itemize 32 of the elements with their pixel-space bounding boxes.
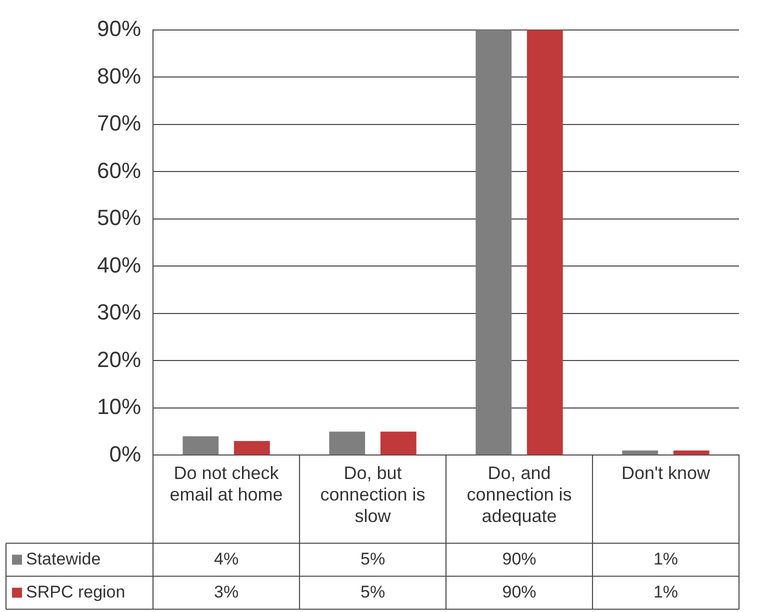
data-label: 1% — [653, 582, 678, 602]
data-label: 1% — [653, 549, 678, 568]
bar — [182, 436, 219, 455]
bar — [673, 450, 710, 455]
data-label: 5% — [360, 549, 386, 568]
y-tick-label: 50% — [96, 205, 142, 230]
bar — [234, 441, 270, 455]
y-tick-label: 40% — [96, 252, 142, 278]
bar — [526, 30, 563, 455]
y-tick-label: 70% — [96, 110, 142, 136]
bar — [622, 450, 658, 455]
x-tick-label: Do not check email at home — [170, 462, 283, 505]
data-label: 90% — [502, 549, 536, 568]
y-tick-label: 20% — [96, 346, 142, 372]
x-tick-label: Don't know — [622, 462, 711, 483]
bar — [476, 30, 512, 455]
x-tick-label: Do, and connection is adequate — [466, 462, 572, 526]
y-tick-label: 10% — [96, 394, 142, 420]
bar — [329, 432, 366, 455]
data-label: 4% — [214, 549, 239, 568]
y-tick-label: 80% — [96, 63, 142, 88]
legend-label: SRPC region — [26, 582, 126, 602]
legend-label: Statewide — [26, 549, 101, 568]
data-label: 5% — [360, 582, 386, 602]
y-tick-label: 0% — [109, 441, 142, 466]
x-tick-label: Do, but connection is slow — [320, 462, 426, 526]
y-tick-label: 60% — [96, 158, 142, 183]
y-tick-label: 30% — [96, 300, 142, 325]
y-tick-label: 90% — [96, 16, 142, 42]
bar — [380, 432, 416, 455]
data-label: 90% — [502, 582, 536, 602]
data-label: 3% — [214, 582, 239, 602]
